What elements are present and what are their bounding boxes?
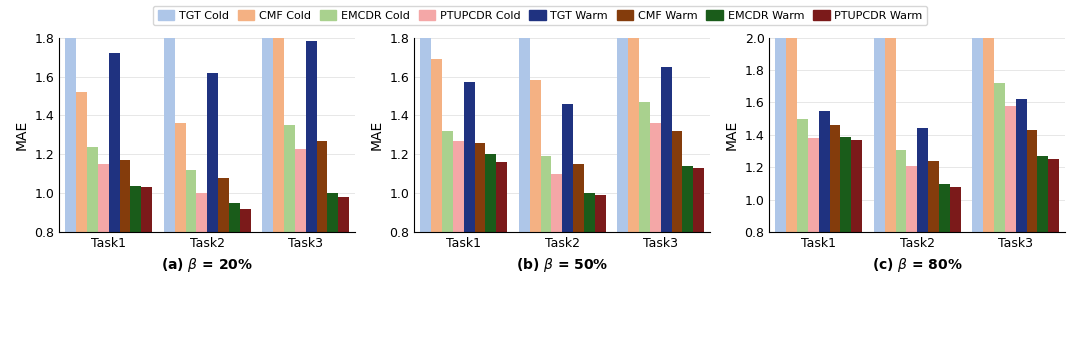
- Bar: [131, 186, 141, 232]
- Bar: [972, 38, 983, 232]
- Bar: [529, 80, 540, 232]
- Bar: [629, 38, 639, 232]
- Bar: [618, 38, 629, 232]
- Bar: [295, 149, 306, 232]
- Legend: TGT Cold, CMF Cold, EMCDR Cold, PTUPCDR Cold, TGT Warm, CMF Warm, EMCDR Warm, PT: TGT Cold, CMF Cold, EMCDR Cold, PTUPCDR …: [153, 6, 927, 25]
- X-axis label: (b) $\beta$ = 50%: (b) $\beta$ = 50%: [516, 256, 608, 274]
- Bar: [141, 188, 152, 232]
- X-axis label: (a) $\beta$ = 20%: (a) $\beta$ = 20%: [161, 256, 253, 274]
- Bar: [874, 38, 885, 232]
- Bar: [207, 73, 218, 232]
- Bar: [442, 131, 453, 232]
- Bar: [819, 111, 829, 232]
- Bar: [851, 140, 862, 232]
- Bar: [672, 131, 683, 232]
- Bar: [994, 83, 1004, 232]
- Bar: [786, 38, 797, 232]
- Bar: [306, 42, 316, 232]
- Bar: [661, 67, 672, 232]
- Bar: [218, 178, 229, 232]
- X-axis label: (c) $\beta$ = 80%: (c) $\beta$ = 80%: [872, 256, 962, 274]
- Bar: [650, 123, 661, 232]
- Bar: [840, 137, 851, 232]
- Bar: [262, 38, 273, 232]
- Bar: [474, 143, 485, 232]
- Bar: [1049, 159, 1059, 232]
- Bar: [197, 193, 207, 232]
- Bar: [98, 164, 109, 232]
- Bar: [540, 156, 552, 232]
- Bar: [808, 138, 819, 232]
- Bar: [949, 187, 960, 232]
- Bar: [284, 125, 295, 232]
- Bar: [186, 170, 197, 232]
- Bar: [273, 38, 284, 232]
- Bar: [1038, 156, 1049, 232]
- Bar: [552, 174, 563, 232]
- Bar: [1027, 130, 1038, 232]
- Bar: [463, 82, 474, 232]
- Bar: [431, 59, 442, 232]
- Bar: [420, 38, 431, 232]
- Bar: [518, 38, 529, 232]
- Bar: [895, 150, 906, 232]
- Bar: [496, 162, 507, 232]
- Y-axis label: MAE: MAE: [15, 120, 29, 150]
- Bar: [316, 141, 327, 232]
- Bar: [77, 92, 87, 232]
- Bar: [65, 38, 77, 232]
- Bar: [683, 166, 693, 232]
- Bar: [595, 195, 606, 232]
- Bar: [939, 183, 949, 232]
- Bar: [639, 102, 650, 232]
- Bar: [109, 53, 120, 232]
- Bar: [573, 164, 584, 232]
- Bar: [563, 104, 573, 232]
- Bar: [164, 38, 175, 232]
- Bar: [829, 125, 840, 232]
- Bar: [338, 197, 349, 232]
- Bar: [1015, 99, 1027, 232]
- Bar: [87, 146, 98, 232]
- Bar: [917, 128, 928, 232]
- Bar: [906, 166, 917, 232]
- Bar: [229, 203, 240, 232]
- Bar: [453, 141, 463, 232]
- Bar: [584, 193, 595, 232]
- Bar: [983, 38, 994, 232]
- Bar: [775, 38, 786, 232]
- Bar: [175, 123, 186, 232]
- Bar: [120, 160, 131, 232]
- Y-axis label: MAE: MAE: [370, 120, 384, 150]
- Bar: [1004, 106, 1015, 232]
- Bar: [485, 155, 496, 232]
- Bar: [693, 168, 704, 232]
- Bar: [797, 119, 808, 232]
- Bar: [885, 38, 895, 232]
- Bar: [928, 161, 939, 232]
- Y-axis label: MAE: MAE: [725, 120, 739, 150]
- Bar: [240, 209, 251, 232]
- Bar: [327, 193, 338, 232]
